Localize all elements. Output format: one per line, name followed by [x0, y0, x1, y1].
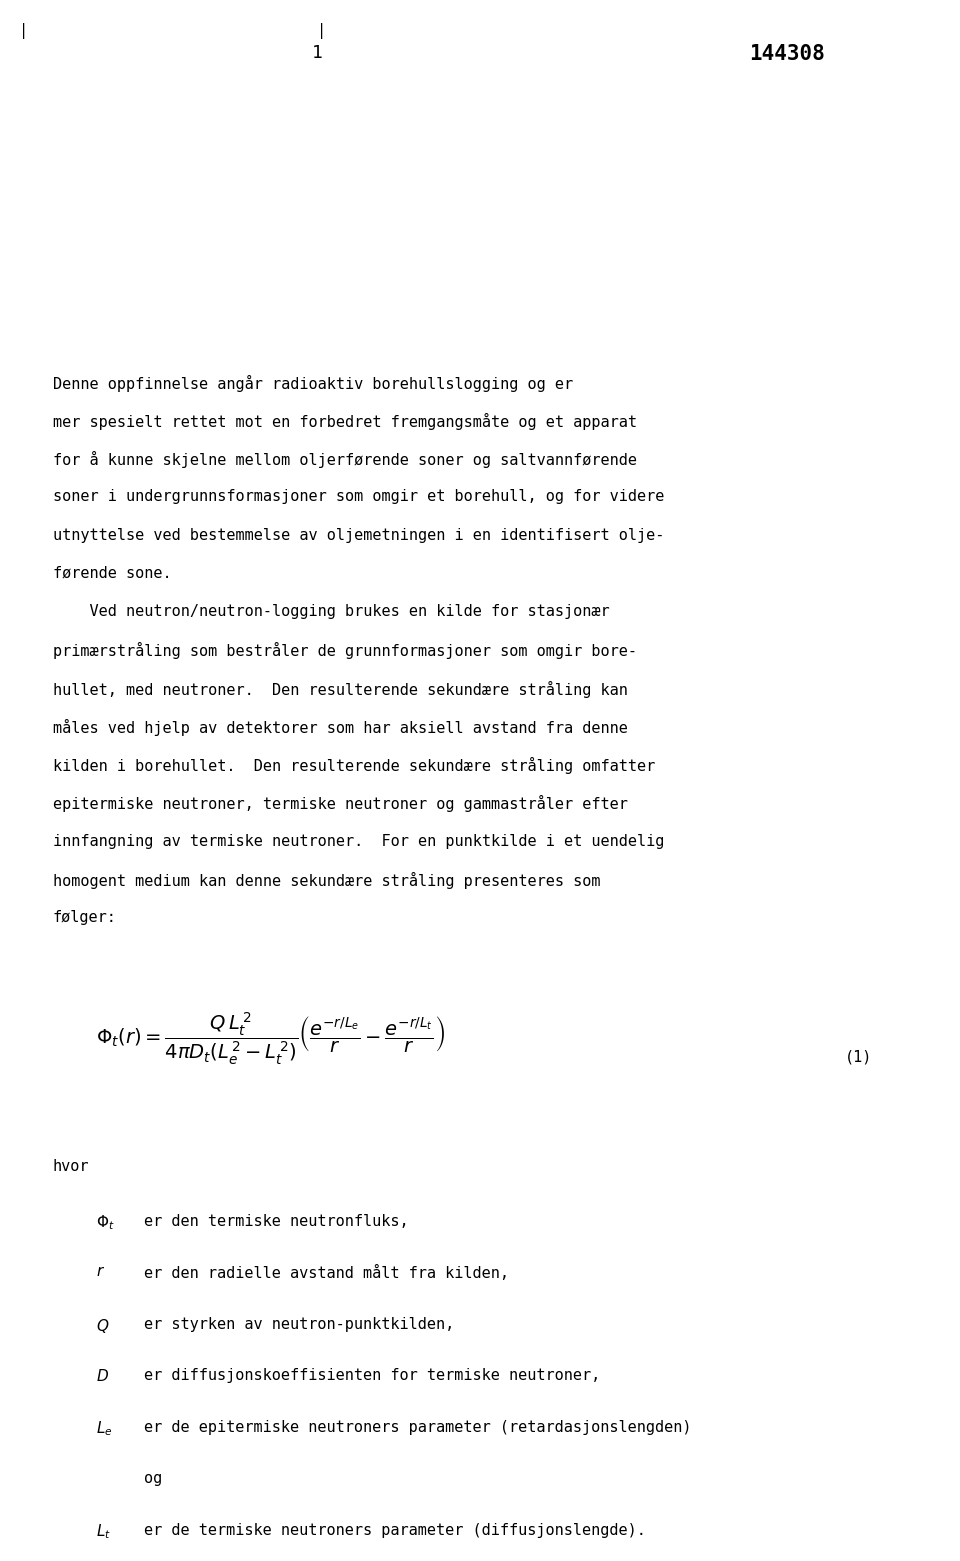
Text: innfangning av termiske neutroner.  For en punktkilde i et uendelig: innfangning av termiske neutroner. For e… [53, 834, 664, 849]
Text: er de epitermiske neutroners parameter (retardasjonslengden): er de epitermiske neutroners parameter (… [144, 1421, 691, 1435]
Text: |: | [317, 23, 326, 39]
Text: følger:: følger: [53, 910, 117, 926]
Text: hullet, med neutroner.  Den resulterende sekundære stråling kan: hullet, med neutroner. Den resulterende … [53, 681, 628, 698]
Text: epitermiske neutroner, termiske neutroner og gammastråler efter: epitermiske neutroner, termiske neutrone… [53, 796, 628, 812]
Text: 144308: 144308 [749, 44, 825, 64]
Text: er den radielle avstand målt fra kilden,: er den radielle avstand målt fra kilden, [144, 1264, 509, 1282]
Text: mer spesielt rettet mot en forbedret fremgangsmåte og et apparat: mer spesielt rettet mot en forbedret fre… [53, 412, 636, 429]
Text: førende sone.: førende sone. [53, 567, 172, 581]
Text: soner i undergrunnsformasjoner som omgir et borehull, og for videre: soner i undergrunnsformasjoner som omgir… [53, 490, 664, 504]
Text: $\Phi_t$: $\Phi_t$ [96, 1214, 114, 1232]
Text: utnyttelse ved bestemmelse av oljemetningen i en identifisert olje-: utnyttelse ved bestemmelse av oljemetnin… [53, 528, 664, 543]
Text: er de termiske neutroners parameter (diffusjonslengde).: er de termiske neutroners parameter (dif… [144, 1522, 646, 1538]
Text: $L_t$: $L_t$ [96, 1522, 111, 1541]
Text: er diffusjonskoeffisienten for termiske neutroner,: er diffusjonskoeffisienten for termiske … [144, 1367, 600, 1383]
Text: Denne oppfinnelse angår radioaktiv borehullslogging og er: Denne oppfinnelse angår radioaktiv boreh… [53, 375, 573, 392]
Text: og: og [144, 1470, 162, 1486]
Text: for å kunne skjelne mellom oljerførende soner og saltvannførende: for å kunne skjelne mellom oljerførende … [53, 451, 636, 468]
Text: er styrken av neutron-punktkilden,: er styrken av neutron-punktkilden, [144, 1316, 454, 1332]
Text: hvor: hvor [53, 1158, 89, 1174]
Text: homogent medium kan denne sekundære stråling presenteres som: homogent medium kan denne sekundære strå… [53, 871, 600, 888]
Text: kilden i borehullet.  Den resulterende sekundære stråling omfatter: kilden i borehullet. Den resulterende se… [53, 757, 655, 774]
Text: $D$: $D$ [96, 1367, 109, 1385]
Text: $Q$: $Q$ [96, 1316, 109, 1335]
Text: $L_e$: $L_e$ [96, 1421, 112, 1438]
Text: er den termiske neutronfluks,: er den termiske neutronfluks, [144, 1214, 409, 1229]
Text: Ved neutron/neutron-logging brukes en kilde for stasjonær: Ved neutron/neutron-logging brukes en ki… [53, 604, 610, 620]
Text: |: | [19, 23, 29, 39]
Text: (1): (1) [845, 1049, 873, 1065]
Text: primærstråling som bestråler de grunnformasjoner som omgir bore-: primærstråling som bestråler de grunnfor… [53, 643, 636, 659]
Text: $\Phi_t(r) = \dfrac{Q\,L_t^{\,2}}{4\pi D_t(L_e^{\,2}-L_t^{\,2})}\left(\dfrac{e^{: $\Phi_t(r) = \dfrac{Q\,L_t^{\,2}}{4\pi D… [96, 1012, 445, 1068]
Text: måles ved hjelp av detektorer som har aksiell avstand fra denne: måles ved hjelp av detektorer som har ak… [53, 718, 628, 735]
Text: 1: 1 [311, 44, 323, 62]
Text: $r$: $r$ [96, 1264, 105, 1278]
